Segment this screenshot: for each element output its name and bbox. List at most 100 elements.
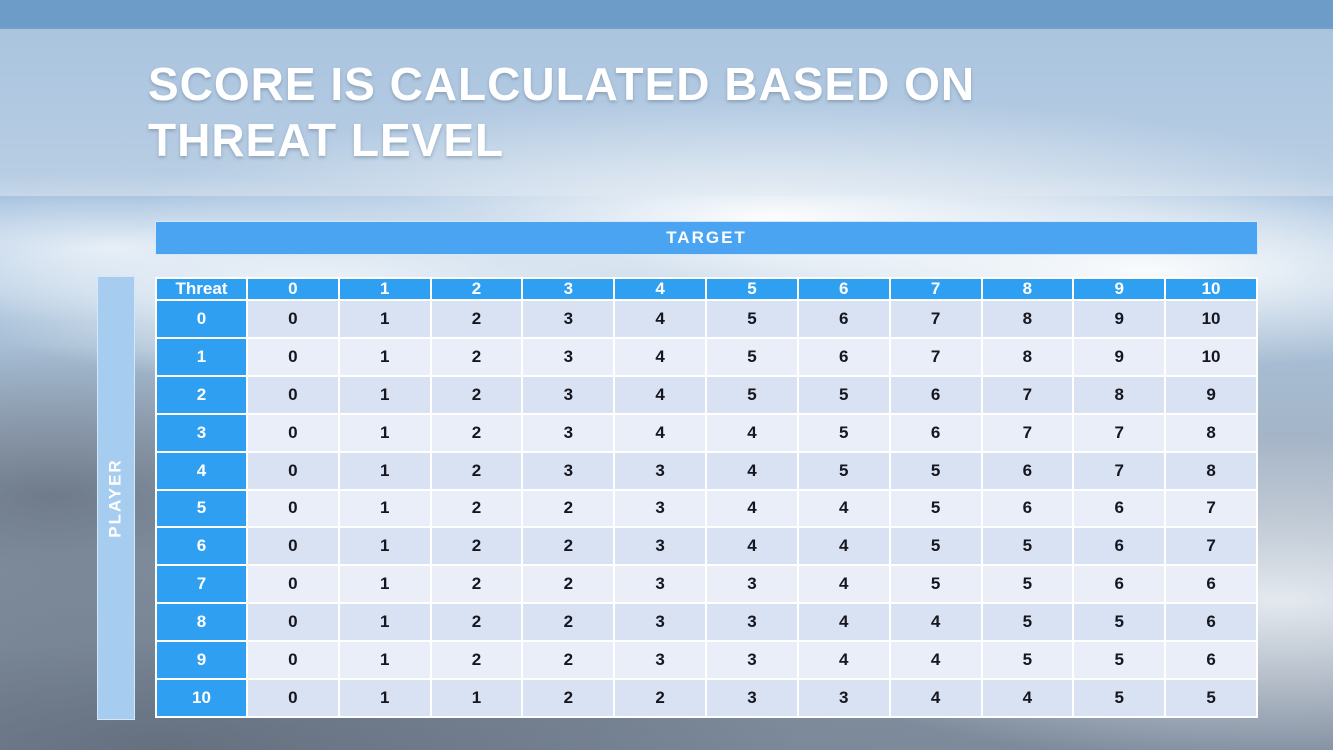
column-header: 7 — [888, 277, 983, 301]
table-cell: 5 — [888, 488, 983, 529]
score-table-body: 0 0 1 2 3 4 5 6 7 8 9 10 1 0 1 2 3 4 5 6 7 8 9 10 2 0 1 2 3 4 5 5 6 7 8 9 3 0… — [155, 299, 1258, 718]
table-cell: 3 — [521, 336, 616, 377]
table-cell: 4 — [796, 564, 891, 605]
table-cell: 7 — [1072, 412, 1167, 453]
row-header: 4 — [155, 450, 248, 491]
table-cell: 0 — [246, 450, 340, 491]
table-cell: 1 — [337, 678, 432, 718]
table-cell: 4 — [888, 678, 983, 718]
table-cell: 2 — [521, 602, 616, 643]
table-row: 0 0 1 2 3 4 5 6 7 8 9 10 — [155, 299, 1258, 339]
table-cell: 0 — [246, 640, 340, 681]
target-axis-label: TARGET — [155, 221, 1258, 255]
table-cell: 2 — [429, 526, 524, 567]
table-cell: 3 — [521, 299, 616, 339]
table-cell: 10 — [1164, 336, 1258, 377]
table-cell: 2 — [521, 526, 616, 567]
table-cell: 3 — [705, 564, 799, 605]
table-cell: 3 — [796, 678, 891, 718]
table-cell: 2 — [429, 299, 524, 339]
table-cell: 7 — [1164, 488, 1258, 529]
table-cell: 4 — [705, 488, 799, 529]
player-label-text: PLAYER — [106, 458, 125, 538]
table-cell: 4 — [796, 526, 891, 567]
row-header: 3 — [155, 412, 248, 453]
column-header: 10 — [1164, 277, 1258, 301]
table-cell: 1 — [337, 450, 432, 491]
table-cell: 5 — [888, 564, 983, 605]
table-cell: 8 — [1164, 450, 1258, 491]
table-cell: 2 — [429, 412, 524, 453]
table-cell: 3 — [613, 564, 708, 605]
table-cell: 7 — [980, 412, 1075, 453]
table-cell: 3 — [613, 450, 708, 491]
table-cell: 4 — [888, 602, 983, 643]
table-cell: 1 — [337, 526, 432, 567]
table-cell: 4 — [796, 488, 891, 529]
table-cell: 7 — [888, 299, 983, 339]
table-cell: 3 — [613, 602, 708, 643]
table-cell: 3 — [521, 374, 616, 415]
row-header: 1 — [155, 336, 248, 377]
table-cell: 5 — [980, 564, 1075, 605]
table-cell: 10 — [1164, 299, 1258, 339]
table-cell: 2 — [429, 336, 524, 377]
table-cell: 0 — [246, 336, 340, 377]
table-cell: 5 — [980, 602, 1075, 643]
table-cell: 5 — [1072, 678, 1167, 718]
row-header: 0 — [155, 299, 248, 339]
row-header: 6 — [155, 526, 248, 567]
table-cell: 1 — [429, 678, 524, 718]
score-table-head: Threat 0 1 2 3 4 5 6 7 8 9 10 — [155, 277, 1258, 301]
table-cell: 4 — [796, 602, 891, 643]
table-cell: 0 — [246, 299, 340, 339]
table-cell: 2 — [429, 640, 524, 681]
table-cell: 6 — [1164, 564, 1258, 605]
column-header: 4 — [613, 277, 708, 301]
table-cell: 7 — [888, 336, 983, 377]
column-header: 2 — [429, 277, 524, 301]
table-cell: 7 — [1072, 450, 1167, 491]
table-cell: 5 — [705, 336, 799, 377]
table-cell: 4 — [888, 640, 983, 681]
table-cell: 1 — [337, 640, 432, 681]
table-cell: 5 — [705, 299, 799, 339]
table-cell: 9 — [1164, 374, 1258, 415]
table-cell: 5 — [796, 374, 891, 415]
table-cell: 2 — [521, 640, 616, 681]
column-header: 3 — [521, 277, 616, 301]
top-accent-bar — [0, 0, 1333, 27]
table-cell: 5 — [888, 526, 983, 567]
title-banner: SCORE IS CALCULATED BASED ON THREAT LEVE… — [0, 29, 1333, 196]
corner-header-threat: Threat — [155, 277, 248, 301]
table-cell: 4 — [705, 526, 799, 567]
table-cell: 6 — [1164, 602, 1258, 643]
table-cell: 6 — [888, 374, 983, 415]
header-row: Threat 0 1 2 3 4 5 6 7 8 9 10 — [155, 277, 1258, 301]
table-cell: 0 — [246, 488, 340, 529]
table-cell: 2 — [429, 602, 524, 643]
column-header: 5 — [705, 277, 799, 301]
table-cell: 5 — [1072, 602, 1167, 643]
table-cell: 5 — [796, 412, 891, 453]
table-cell: 4 — [705, 412, 799, 453]
table-cell: 1 — [337, 374, 432, 415]
table-cell: 0 — [246, 678, 340, 718]
table-cell: 5 — [796, 450, 891, 491]
table-cell: 1 — [337, 412, 432, 453]
table-cell: 6 — [1072, 526, 1167, 567]
table-cell: 4 — [613, 299, 708, 339]
table-cell: 3 — [705, 678, 799, 718]
table-cell: 0 — [246, 412, 340, 453]
table-cell: 8 — [1164, 412, 1258, 453]
table-cell: 0 — [246, 602, 340, 643]
table-cell: 4 — [796, 640, 891, 681]
table-cell: 9 — [1072, 336, 1167, 377]
row-header: 2 — [155, 374, 248, 415]
